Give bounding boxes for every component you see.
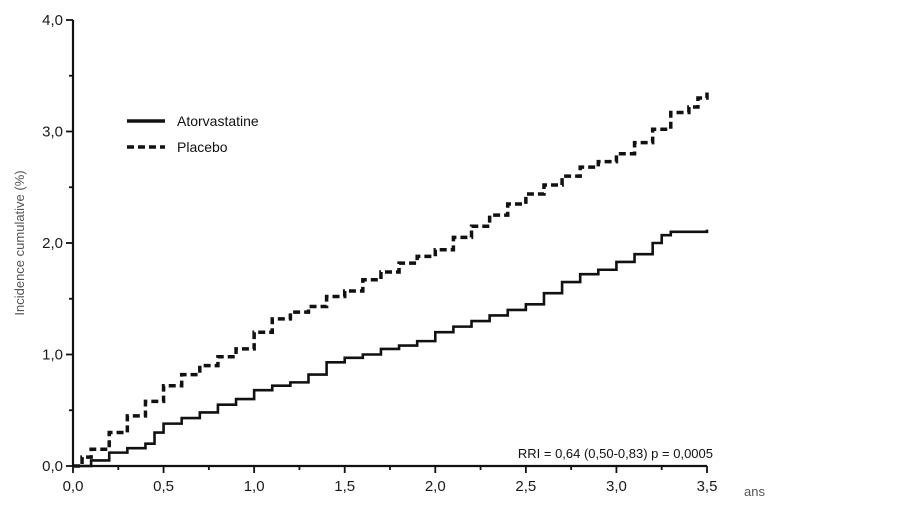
x-tick-label: 0,5 <box>153 478 174 495</box>
x-tick-label: 3,0 <box>606 478 627 495</box>
series-lines <box>73 92 709 468</box>
series-line-atorvastatine <box>73 229 709 468</box>
x-tick-label: 2,0 <box>425 478 446 495</box>
x-tick-label: 1,0 <box>244 478 265 495</box>
legend-label-atorvastatine: Atorvastatine <box>177 113 259 129</box>
rri-annotation: RRI = 0,64 (0,50-0,83) p = 0,0005 <box>518 446 713 461</box>
y-tick-label: 3,0 <box>42 124 63 141</box>
x-axis-title: ans <box>744 484 765 499</box>
series-line-placebo <box>73 92 709 468</box>
axes: 0,0 1,0 2,0 3,0 4,0 0,0 0,5 1,0 1,5 2,0 2,5 3,0 3,5 <box>42 12 717 495</box>
x-tick-label: 1,5 <box>334 478 355 495</box>
y-axis-title: Incidence cumulative (%) <box>12 170 27 315</box>
x-tick-label: 0,0 <box>63 478 84 495</box>
legend: Atorvastatine Placebo <box>127 113 259 155</box>
y-tick-label: 4,0 <box>42 12 63 29</box>
y-tick-label: 2,0 <box>42 235 63 252</box>
x-tick-label: 3,5 <box>697 478 718 495</box>
legend-label-placebo: Placebo <box>177 139 228 155</box>
y-tick-label: 1,0 <box>42 347 63 364</box>
x-tick-label: 2,5 <box>515 478 536 495</box>
y-tick-label: 0,0 <box>42 458 63 475</box>
